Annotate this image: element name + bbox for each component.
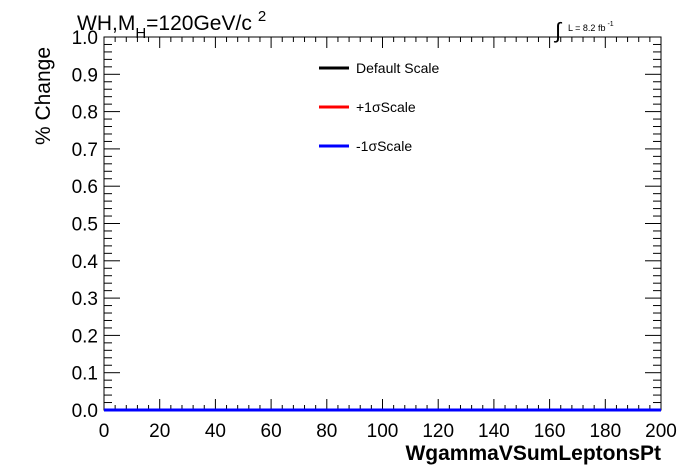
y-tick-label: 0.8: [72, 103, 98, 124]
y-tick-label: 0.1: [72, 364, 98, 385]
chart-title: WH,MH=120GeV/c 2: [77, 8, 266, 42]
legend-entry: +1σScale: [356, 99, 416, 115]
x-axis: 0 20 40 60 80 100 120 140 160 180 200: [99, 37, 677, 442]
x-axis-label: WgammaVSumLeptonsPt: [405, 442, 661, 465]
x-tick-label: 200: [645, 421, 677, 442]
x-tick-label: 100: [367, 421, 399, 442]
legend: Default Scale +1σScale -1σScale: [319, 60, 439, 154]
y-tick-label: 0.7: [72, 140, 98, 161]
x-tick-label: 120: [422, 421, 454, 442]
y-tick-label: 0.0: [72, 401, 98, 422]
y-axis-label: % Change: [32, 47, 55, 145]
legend-entry: Default Scale: [356, 60, 439, 76]
y-tick-label: 0.3: [72, 289, 98, 310]
x-tick-label: 180: [589, 421, 621, 442]
x-tick-label: 60: [261, 421, 282, 442]
legend-entry: -1σScale: [356, 138, 412, 154]
x-tick-label: 160: [534, 421, 566, 442]
x-tick-label: 0: [99, 421, 110, 442]
y-tick-label: 0.2: [72, 326, 98, 347]
x-tick-label: 20: [149, 421, 170, 442]
y-tick-label: 0.4: [72, 252, 99, 273]
lumi-label: L = 8.2 fb -1: [568, 21, 614, 33]
x-tick-label: 80: [316, 421, 337, 442]
x-tick-label: 140: [478, 421, 510, 442]
integral-sign: ∫: [553, 18, 563, 43]
y-tick-label: 0.5: [72, 215, 98, 236]
x-tick-label: 40: [205, 421, 226, 442]
y-tick-label: 1.0: [72, 28, 98, 49]
y-tick-label: 0.6: [72, 177, 98, 198]
plot-frame: [103, 36, 662, 411]
y-axis: 0.0 0.1 0.2 0.3 0.4 0.5 0.6 0.7 0.8 0.9 1.0: [72, 28, 661, 422]
y-tick-label: 0.9: [72, 65, 98, 86]
